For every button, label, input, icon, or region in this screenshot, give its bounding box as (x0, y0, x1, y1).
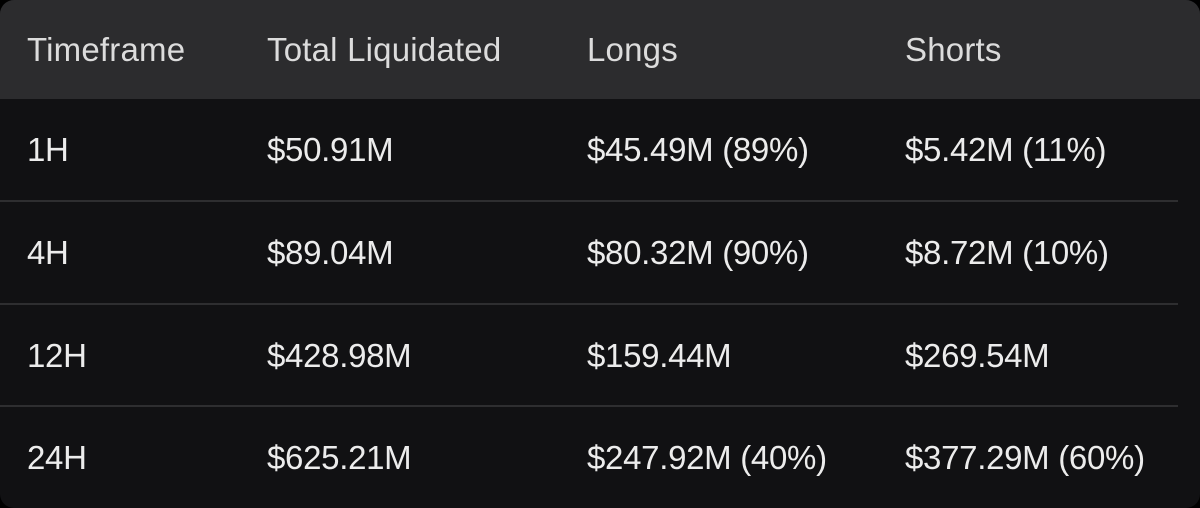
table-row: 1H $50.91M $45.49M (89%) $5.42M (11%) (0, 99, 1200, 201)
cell-shorts: $5.42M (11%) (905, 131, 1107, 168)
cell-timeframe: 24H (27, 439, 87, 476)
cell-longs: $159.44M (587, 337, 732, 374)
row-divider (0, 303, 1178, 305)
row-divider (0, 405, 1178, 407)
header-total-liquidated[interactable]: Total Liquidated (267, 30, 502, 68)
header-timeframe[interactable]: Timeframe (27, 30, 186, 68)
header-longs[interactable]: Longs (587, 30, 678, 68)
header-shorts[interactable]: Shorts (905, 30, 1002, 68)
table-row: 12H $428.98M $159.44M $269.54M (0, 305, 1200, 407)
cell-total-liquidated: $625.21M (267, 439, 412, 476)
cell-timeframe: 1H (27, 131, 69, 168)
cell-total-liquidated: $89.04M (267, 234, 394, 271)
cell-shorts: $8.72M (10%) (905, 234, 1109, 271)
table-header: Timeframe Total Liquidated Longs Shorts (0, 0, 1200, 99)
row-divider (0, 200, 1178, 202)
cell-timeframe: 4H (27, 234, 69, 271)
cell-shorts: $377.29M (60%) (905, 439, 1145, 476)
cell-shorts: $269.54M (905, 337, 1050, 374)
cell-total-liquidated: $50.91M (267, 131, 394, 168)
cell-longs: $45.49M (89%) (587, 131, 809, 168)
cell-timeframe: 12H (27, 337, 87, 374)
cell-total-liquidated: $428.98M (267, 337, 412, 374)
table-row: 4H $89.04M $80.32M (90%) $8.72M (10%) (0, 202, 1200, 304)
cell-longs: $80.32M (90%) (587, 234, 809, 271)
cell-longs: $247.92M (40%) (587, 439, 827, 476)
table-row: 24H $625.21M $247.92M (40%) $377.29M (60… (0, 407, 1200, 508)
